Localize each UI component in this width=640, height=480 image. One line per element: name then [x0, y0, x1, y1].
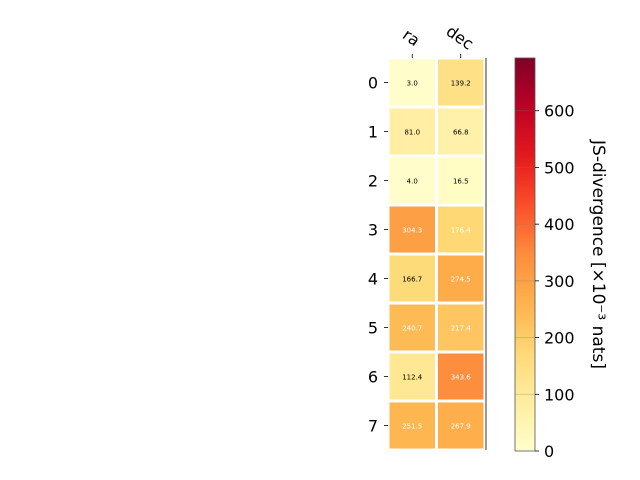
heatmap-cell — [389, 304, 435, 351]
row-label: 6 — [368, 368, 378, 387]
cell-value-label: 112.4 — [402, 374, 423, 382]
cell-value-label: 4.0 — [407, 178, 418, 186]
heatmap-cell — [438, 59, 484, 106]
row-label: 4 — [368, 270, 378, 289]
row-label: 2 — [368, 172, 378, 191]
cell-value-label: 66.8 — [453, 129, 469, 137]
colorbar-tick-label: 400 — [544, 215, 575, 234]
heatmap-cell — [389, 255, 435, 302]
heatmap-cell — [389, 59, 435, 106]
colorbar-tick-label: 500 — [544, 158, 575, 177]
heatmap-cell — [438, 255, 484, 302]
row-label: 0 — [368, 74, 378, 93]
heatmap-cell — [438, 402, 484, 449]
cell-value-label: 81.0 — [404, 129, 420, 137]
cell-value-label: 343.6 — [451, 374, 472, 382]
colorbar-tick-label: 300 — [544, 272, 575, 291]
cell-value-label: 240.7 — [402, 325, 422, 333]
row-label: 5 — [368, 319, 378, 338]
heatmap-cell — [389, 402, 435, 449]
heatmap-cell — [389, 206, 435, 253]
cell-value-label: 274.5 — [451, 276, 471, 284]
cell-value-label: 304.3 — [402, 227, 422, 235]
colorbar-tick-label: 200 — [544, 329, 575, 348]
cell-value-label: 3.0 — [407, 80, 418, 88]
heatmap-cell — [389, 353, 435, 400]
colorbar-tick-label: 600 — [544, 102, 575, 121]
row-label: 3 — [368, 221, 378, 240]
cell-value-label: 139.2 — [451, 80, 471, 88]
cell-value-label: 267.9 — [451, 423, 471, 431]
row-labels: 0 1 2 3 4 5 6 7 — [368, 74, 388, 436]
cell-value-label: 176.4 — [451, 227, 472, 235]
heatmap-cell — [389, 157, 435, 204]
heatmap-cells: 3.0 139.2 81.0 66.8 4.0 16.5 304.3 176.4 166.7 27… — [389, 58, 487, 450]
cell-value-label: 166.7 — [402, 276, 422, 284]
cell-value-label: 251.5 — [402, 423, 422, 431]
heatmap-cell — [438, 157, 484, 204]
cell-value-label: 16.5 — [453, 178, 469, 186]
heatmap-cell — [438, 206, 484, 253]
row-label: 1 — [368, 123, 378, 142]
colorbar-label: JS-divergence [×10⁻³ nats] — [588, 139, 608, 369]
column-label: dec — [443, 21, 477, 53]
colorbar: 0 100 200 300 400 500 600 JS-divergence [×10⁻³ … — [514, 57, 608, 461]
colorbar-tick-label: 0 — [544, 442, 554, 461]
cell-value-label: 217.4 — [451, 325, 472, 333]
row-label: 7 — [368, 417, 378, 436]
heatmap-cell — [438, 353, 484, 400]
column-labels: ra dec — [399, 21, 477, 58]
heatmap-cell — [438, 108, 484, 155]
heatmap-cell — [389, 108, 435, 155]
column-label: ra — [399, 25, 423, 50]
heatmap-cell — [438, 304, 484, 351]
colorbar-gradient — [514, 57, 536, 452]
colorbar-tick-label: 100 — [544, 385, 575, 404]
